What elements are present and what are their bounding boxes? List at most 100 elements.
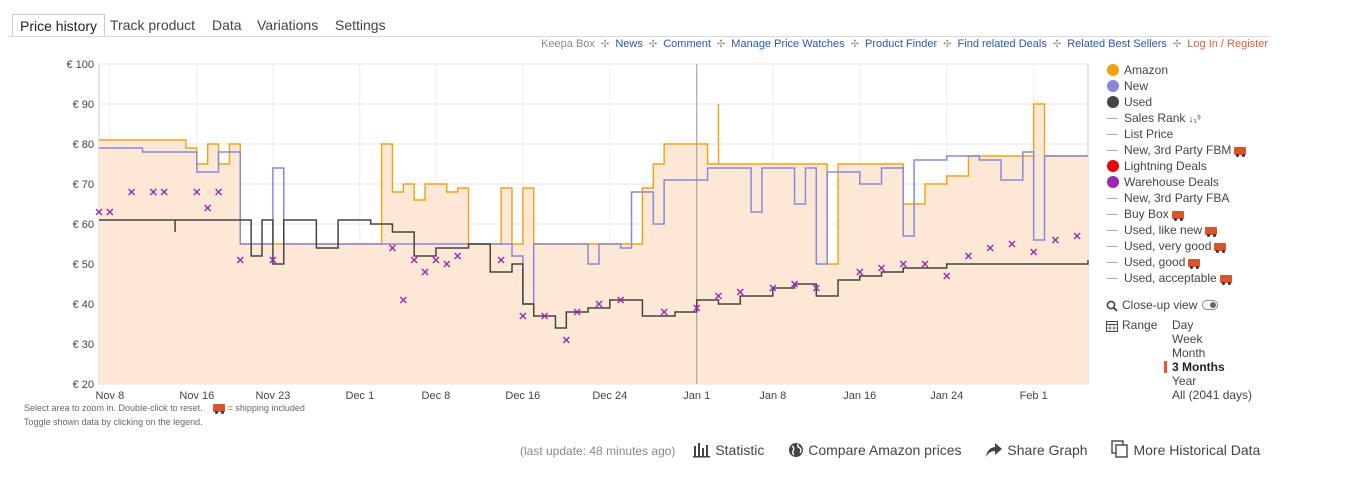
truck-icon bbox=[1219, 275, 1232, 285]
separator-icon: ✣ bbox=[943, 39, 952, 50]
legend-item-used-like-new[interactable]: Used, like new bbox=[1106, 222, 1246, 238]
legend-label: Buy Box bbox=[1124, 207, 1169, 221]
x-tick-label: Dec 8 bbox=[422, 390, 451, 402]
x-tick-label: Dec 1 bbox=[345, 390, 374, 402]
compare-prices-button[interactable]: Compare Amazon prices bbox=[788, 442, 962, 458]
tab-data[interactable]: Data bbox=[212, 17, 242, 33]
toggle-hint: Toggle shown data by clicking on the leg… bbox=[24, 417, 203, 427]
tab-price-history[interactable]: Price history bbox=[12, 14, 106, 36]
toggle-switch[interactable] bbox=[1202, 300, 1219, 310]
x-tick-label: Jan 1 bbox=[683, 390, 710, 402]
warehouse-deal-point bbox=[410, 256, 418, 264]
warehouse-deal-point bbox=[193, 188, 201, 196]
shipping-hint-text: = shipping included bbox=[227, 403, 305, 413]
legend-dot-icon bbox=[1107, 64, 1119, 76]
tab-settings[interactable]: Settings bbox=[335, 17, 386, 33]
range-options: Day Week Month 3 Months Year All (2041 d… bbox=[1163, 318, 1253, 402]
warehouse-deal-point bbox=[878, 264, 885, 272]
warehouse-deal-point bbox=[812, 284, 820, 292]
x-tick-label: Jan 16 bbox=[843, 390, 876, 402]
related-best-sellers-link[interactable]: Related Best Sellers bbox=[1067, 38, 1167, 50]
tab-variations[interactable]: Variations bbox=[257, 17, 319, 33]
comment-link[interactable]: Comment bbox=[663, 38, 711, 50]
warehouse-deal-point bbox=[693, 304, 701, 312]
truck-icon bbox=[1188, 259, 1201, 269]
legend-label: New, 3rd Party FBM bbox=[1124, 143, 1232, 157]
separator-icon: ✣ bbox=[600, 39, 610, 50]
separator-icon: ✣ bbox=[716, 39, 726, 50]
tab-bar: Price history Track product Data Variati… bbox=[8, 14, 1270, 37]
truck-icon bbox=[1234, 147, 1247, 157]
legend-item-used-good[interactable]: Used, good bbox=[1106, 254, 1246, 270]
legend-label: List Price bbox=[1124, 127, 1174, 141]
legend-item-used-very-good[interactable]: Used, very good bbox=[1106, 238, 1246, 254]
warehouse-deal-point bbox=[595, 300, 603, 308]
warehouse-deal-point bbox=[236, 256, 244, 264]
compare-label: Compare Amazon prices bbox=[808, 442, 962, 458]
warehouse-deal-point bbox=[215, 188, 223, 196]
y-tick-label: € 30 bbox=[73, 339, 94, 351]
closeup-toggle[interactable]: Close-up view bbox=[1106, 298, 1219, 312]
legend-label: Used, acceptable bbox=[1124, 271, 1217, 285]
keepa-box-link[interactable]: Keepa Box bbox=[541, 38, 595, 50]
warehouse-deal-point bbox=[1073, 232, 1081, 240]
separator-icon: ✣ bbox=[1052, 39, 1062, 50]
truck-icon bbox=[1214, 243, 1227, 253]
legend-item-lightning-deals[interactable]: Lightning Deals bbox=[1106, 158, 1246, 174]
legend-item-sales-rank[interactable]: Sales Rank ↓₁⁹ bbox=[1106, 110, 1246, 126]
y-tick-label: € 80 bbox=[73, 139, 94, 151]
statistic-button[interactable]: Statistic bbox=[693, 442, 764, 458]
warehouse-deal-point bbox=[149, 188, 157, 196]
manage-price-watches-link[interactable]: Manage Price Watches bbox=[731, 38, 845, 50]
legend-item-used-acceptable[interactable]: Used, acceptable bbox=[1106, 270, 1246, 286]
sort-icon: ↓₁⁹ bbox=[1188, 114, 1202, 125]
range-year[interactable]: Year bbox=[1172, 374, 1197, 388]
range-selector-label: Range bbox=[1106, 318, 1157, 332]
warehouse-deal-point bbox=[736, 288, 744, 296]
warehouse-deal-point bbox=[964, 252, 972, 260]
legend-dot-icon bbox=[1107, 80, 1119, 92]
legend-item-warehouse-deals[interactable]: Warehouse Deals bbox=[1106, 174, 1246, 190]
tab-track-product[interactable]: Track product bbox=[110, 17, 196, 33]
y-tick-label: € 70 bbox=[73, 179, 94, 191]
last-update-text: (last update: 48 minutes ago) bbox=[520, 444, 676, 458]
legend-label: Warehouse Deals bbox=[1124, 175, 1219, 189]
warehouse-deal-point bbox=[921, 260, 929, 268]
range-month[interactable]: Month bbox=[1172, 346, 1206, 360]
x-tick-label: Dec 24 bbox=[592, 390, 627, 402]
legend-item-new[interactable]: New bbox=[1106, 78, 1246, 94]
legend-line-icon bbox=[1107, 118, 1118, 119]
range-all[interactable]: All (2041 days) bbox=[1172, 388, 1253, 402]
range-week[interactable]: Week bbox=[1172, 332, 1203, 346]
legend-item-amazon[interactable]: Amazon bbox=[1106, 62, 1246, 78]
x-tick-label: Jan 8 bbox=[759, 390, 786, 402]
more-historical-data-button[interactable]: More Historical Data bbox=[1111, 440, 1260, 458]
warehouse-deal-point bbox=[660, 308, 668, 316]
warehouse-deal-point bbox=[204, 204, 212, 212]
news-link[interactable]: News bbox=[615, 38, 643, 50]
truck-icon bbox=[1205, 227, 1218, 237]
chart-legend: Amazon New Used Sales Rank ↓₁⁹ List Price New,… bbox=[1106, 62, 1247, 286]
legend-dot-icon bbox=[1107, 96, 1119, 108]
legend-item-used[interactable]: Used bbox=[1106, 94, 1246, 110]
legend-item-new-3rd-party-fba[interactable]: New, 3rd Party FBA bbox=[1106, 190, 1246, 206]
range-3-months[interactable]: 3 Months bbox=[1163, 360, 1252, 374]
x-tick-label: Dec 16 bbox=[505, 390, 540, 402]
range-day[interactable]: Day bbox=[1172, 318, 1194, 332]
login-register-link[interactable]: Log In / Register bbox=[1187, 38, 1268, 50]
warehouse-deal-point bbox=[1008, 240, 1016, 248]
product-finder-link[interactable]: Product Finder bbox=[865, 38, 938, 50]
legend-item-list-price[interactable]: List Price bbox=[1106, 126, 1246, 142]
legend-label: New bbox=[1124, 79, 1149, 93]
warehouse-deal-point bbox=[791, 280, 799, 288]
search-icon bbox=[1106, 300, 1118, 312]
share-graph-button[interactable]: Share Graph bbox=[985, 442, 1088, 458]
zoom-hint-text: Select area to zoom in. Double-click to … bbox=[24, 403, 203, 413]
find-related-deals-link[interactable]: Find related Deals bbox=[957, 38, 1047, 50]
legend-label: Amazon bbox=[1124, 63, 1169, 77]
price-history-chart[interactable]: € 100€ 90€ 80€ 70€ 60€ 50€ 40€ 30€ 20Nov… bbox=[0, 0, 1100, 405]
legend-item-buy-box[interactable]: Buy Box bbox=[1106, 206, 1246, 222]
separator-icon: ✣ bbox=[850, 39, 859, 50]
globe-icon bbox=[789, 443, 804, 457]
legend-item-new-3rd-party-fbm[interactable]: New, 3rd Party FBM bbox=[1106, 142, 1247, 158]
